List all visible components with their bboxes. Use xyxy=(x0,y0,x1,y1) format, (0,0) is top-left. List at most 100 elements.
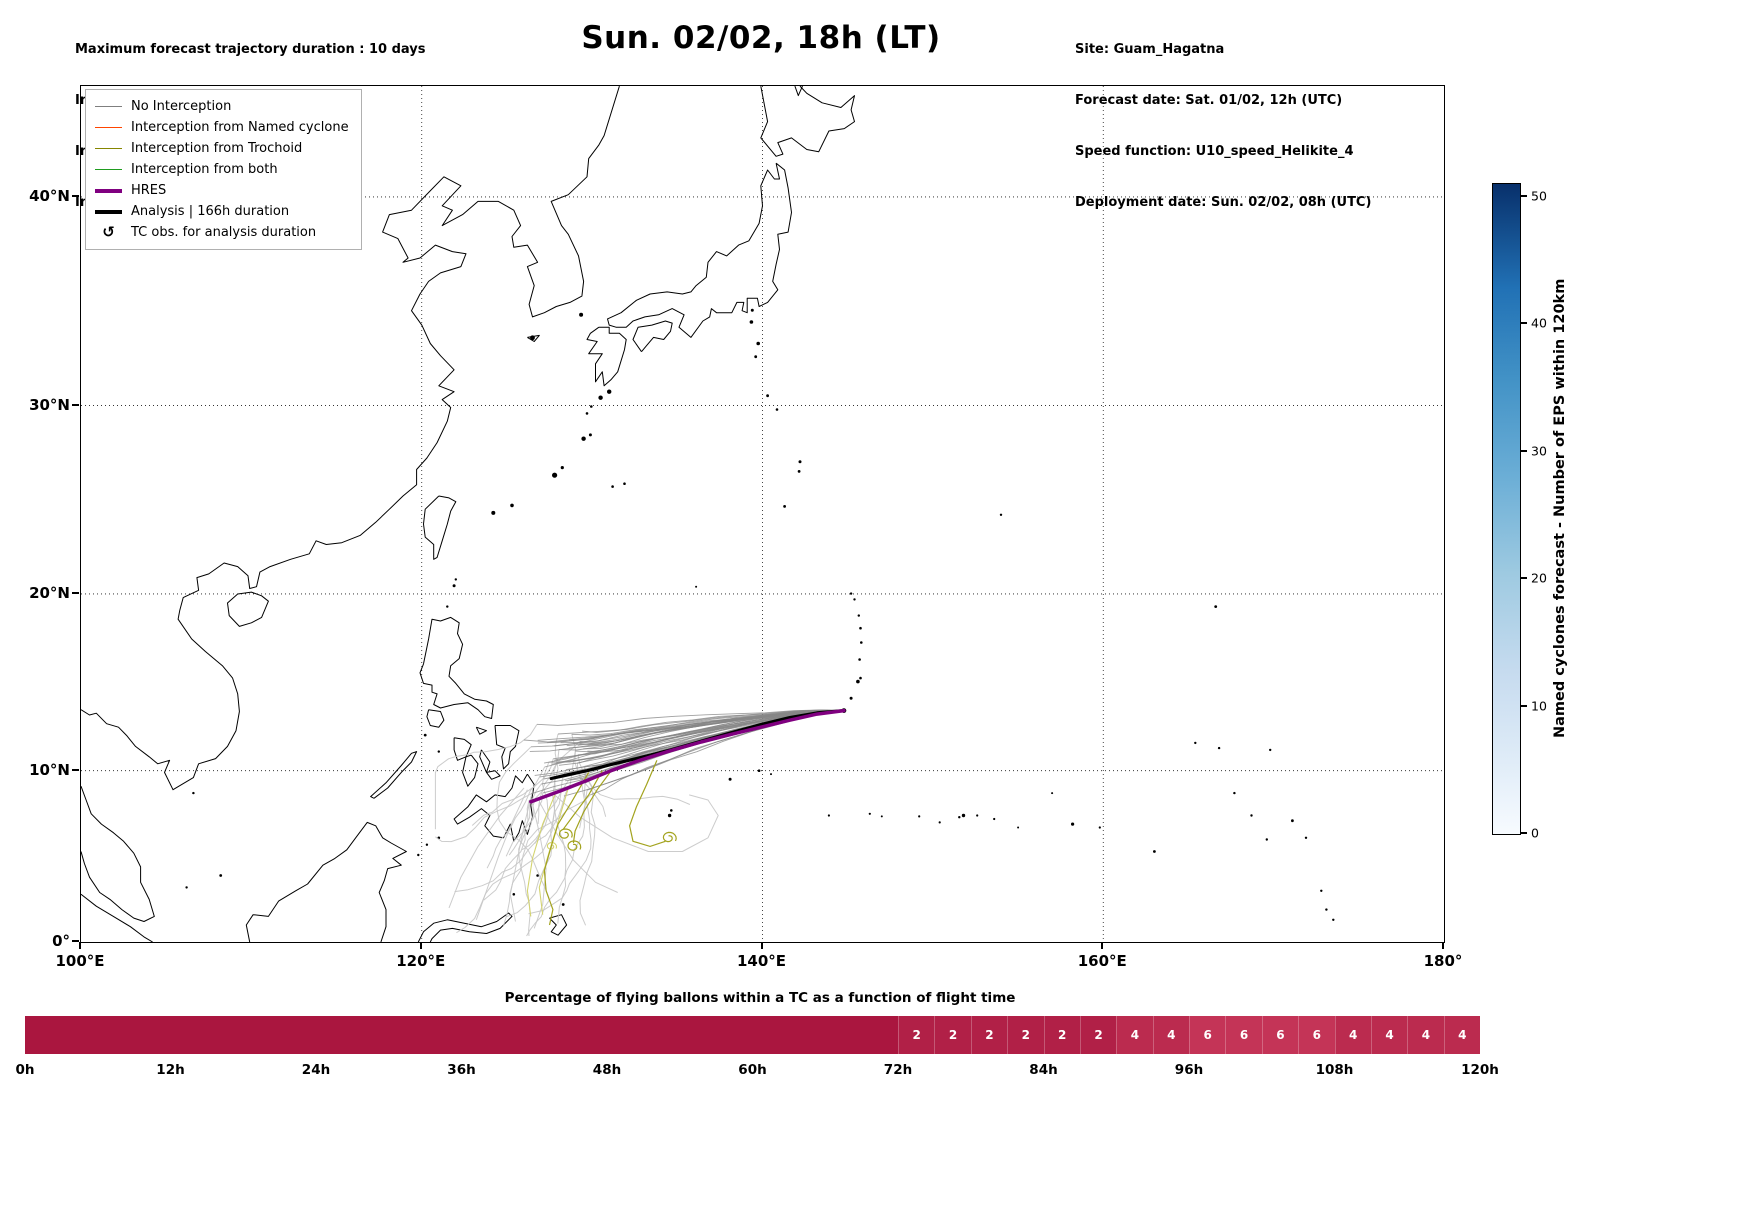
bottom-chart-tick-label: 36h xyxy=(447,1062,476,1078)
coastline xyxy=(81,893,153,942)
legend-item-0: No Interception xyxy=(95,96,349,117)
coastline xyxy=(419,616,494,719)
island-dot xyxy=(611,485,614,488)
no-interception-track xyxy=(544,710,844,768)
island-dot xyxy=(1017,826,1020,829)
coastline xyxy=(494,725,520,770)
lat-tick-mark xyxy=(72,940,79,942)
lon-tick-label: 160°E xyxy=(1077,952,1127,970)
coastline xyxy=(475,726,487,735)
island-dot xyxy=(766,394,769,398)
island-dot xyxy=(1098,826,1101,829)
no-interception-track-light xyxy=(496,746,550,899)
no-interception-track-light xyxy=(471,766,546,826)
legend-item-4: HRES xyxy=(95,180,349,201)
island-dot xyxy=(1304,836,1308,839)
island-dot xyxy=(775,408,779,411)
bottom-chart-tick-label: 108h xyxy=(1315,1062,1354,1078)
colorbar-tick-label: 50 xyxy=(1531,188,1547,204)
legend-item-5: Analysis | 166h duration xyxy=(95,201,349,222)
island-dot xyxy=(859,676,862,680)
coastline xyxy=(794,86,803,97)
island-dot xyxy=(783,505,786,508)
island-dot xyxy=(756,341,760,346)
island-dot xyxy=(1320,889,1323,892)
legend-label: Analysis | 166h duration xyxy=(131,204,290,219)
bar-segment: 6 xyxy=(1189,1016,1226,1054)
bottom-chart-tick-label: 0h xyxy=(15,1062,35,1078)
legend-line-sample xyxy=(95,209,122,214)
island-dot xyxy=(958,816,961,819)
island-dot xyxy=(797,470,801,473)
bottom-chart-tick-label: 24h xyxy=(301,1062,331,1078)
island-dot xyxy=(417,853,420,857)
bar-segment: 2 xyxy=(898,1016,935,1054)
map-gridlines xyxy=(81,86,1444,942)
tc-obs-icon: ↺ xyxy=(102,223,115,241)
coastline xyxy=(462,754,479,787)
bar-segment: 2 xyxy=(1007,1016,1044,1054)
island-dot xyxy=(581,436,586,441)
no-interception-track-light xyxy=(584,766,691,805)
no-interception-track-light xyxy=(509,791,533,922)
no-interception-track-light xyxy=(456,779,570,934)
lat-tick-label: 20°N xyxy=(29,583,70,602)
island-dot xyxy=(1071,822,1075,826)
speed-function-line: Speed function: U10_speed_Helikite_4 xyxy=(1075,144,1354,159)
island-dot xyxy=(749,320,754,324)
colorbar-tick-mark xyxy=(1521,322,1527,325)
island-dot xyxy=(849,696,853,700)
trochoid-loop xyxy=(558,828,573,839)
island-dot xyxy=(827,814,831,817)
island-dot xyxy=(857,614,860,617)
trochoid-loop-light xyxy=(546,842,558,850)
island-dot xyxy=(623,482,626,486)
lat-tick-label: 10°N xyxy=(29,760,70,779)
lon-tick-mark xyxy=(419,942,422,949)
map-plot-area: No Interception Interception from Named c… xyxy=(80,85,1445,943)
island-dot xyxy=(993,817,996,821)
island-dot xyxy=(1265,838,1269,841)
no-interception-track-light xyxy=(483,800,530,901)
island-dot xyxy=(1214,605,1218,608)
island-dot xyxy=(1325,908,1328,911)
colorbar-tick-label: 0 xyxy=(1531,825,1539,841)
island-dot xyxy=(192,791,195,795)
trochoid-loop xyxy=(662,831,677,843)
coastline xyxy=(81,786,155,922)
legend-label: No Interception xyxy=(131,99,232,114)
island-dot xyxy=(938,821,941,824)
coastline xyxy=(586,326,627,387)
colorbar-label: Named cyclones forecast - Number of EPS … xyxy=(1552,278,1568,738)
bar-segment: 4 xyxy=(1443,1016,1480,1054)
island-dot xyxy=(999,513,1003,516)
island-dot xyxy=(1051,792,1054,795)
legend-label: Interception from both xyxy=(131,162,278,177)
island-dot xyxy=(770,773,772,776)
colorbar-tick-mark xyxy=(1521,577,1527,580)
bottom-chart-tick-label: 72h xyxy=(883,1062,913,1078)
island-dot xyxy=(849,592,853,595)
island-dot xyxy=(728,777,732,781)
coastline xyxy=(549,914,568,936)
trochoid-track xyxy=(543,772,590,926)
coastline xyxy=(245,821,407,942)
coastline xyxy=(607,162,792,338)
site-line: Site: Guam_Hagatna xyxy=(1075,42,1225,57)
bottom-chart-tick-label: 48h xyxy=(592,1062,622,1078)
island-dot xyxy=(491,510,496,515)
island-dot xyxy=(1194,741,1197,745)
site-info-block: Site: Guam_Hagatna Forecast date: Sat. 0… xyxy=(1075,7,1371,245)
colorbar-tick-mark xyxy=(1521,832,1527,834)
no-interception-track xyxy=(557,709,844,735)
legend-line-sample xyxy=(95,169,122,170)
bar-segment: 6 xyxy=(1225,1016,1262,1054)
bar-segment: 4 xyxy=(1116,1016,1153,1054)
lat-tick-label: 0° xyxy=(52,932,70,950)
bar-segment: 4 xyxy=(1152,1016,1189,1054)
plot-title: Sun. 02/02, 18h (LT) xyxy=(581,20,941,56)
legend-item-1: Interception from Named cyclone xyxy=(95,117,349,138)
island-dot xyxy=(536,874,539,877)
no-interception-track-light xyxy=(434,724,538,830)
